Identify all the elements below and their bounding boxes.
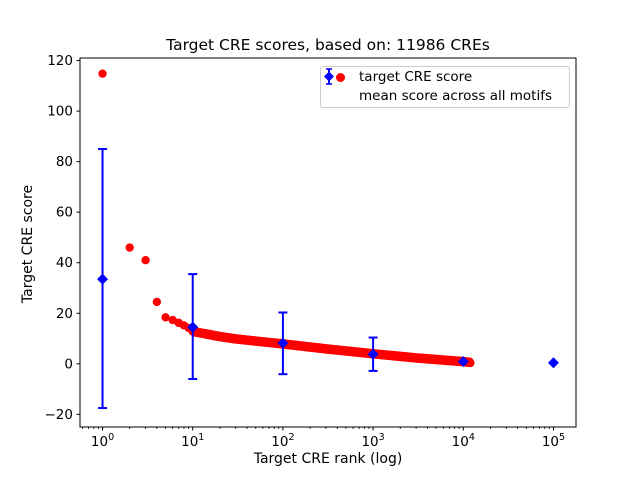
plot-area <box>80 58 576 427</box>
y-tick-label: 80 <box>56 154 73 170</box>
legend-entry-mean: mean score across all motifs <box>321 68 569 106</box>
x-tick-label: 102 <box>271 432 294 450</box>
mean-diamond-marker <box>97 273 109 285</box>
legend-red-dot-icon <box>321 73 359 82</box>
y-tick-label: 60 <box>56 205 73 221</box>
mean-diamond-marker <box>547 357 559 369</box>
mean-diamond-marker <box>277 337 289 349</box>
x-axis-label: Target CRE rank (log) <box>253 451 403 467</box>
series-mean-score <box>97 147 559 410</box>
scatter-point <box>125 243 134 252</box>
scatter-point <box>161 313 170 322</box>
y-tick-label: 40 <box>56 255 73 271</box>
legend-entry-target: target CRE score <box>321 68 569 87</box>
scatter-point <box>141 255 150 265</box>
scatter-point <box>152 297 162 307</box>
y-tick-label: 120 <box>47 53 73 69</box>
chart-title: Target CRE scores, based on: 11986 CREs <box>166 36 490 54</box>
y-tick-label: 20 <box>56 306 73 322</box>
x-tick-label: 103 <box>361 432 384 450</box>
scatter-point <box>466 358 475 368</box>
mean-diamond-marker <box>457 356 469 368</box>
x-axis: 100 101 102 103 104 105 <box>82 427 565 450</box>
y-axis-label: Target CRE score <box>20 184 36 304</box>
y-tick-label: 100 <box>47 104 73 120</box>
x-tick-label: 101 <box>181 432 204 450</box>
legend-label-mean: mean score across all motifs <box>359 88 553 104</box>
mean-diamond-marker <box>187 321 199 333</box>
legend-label-target: target CRE score <box>359 69 473 85</box>
legend: target CRE score mean score across all m… <box>320 66 570 108</box>
axes-frame <box>79 57 577 428</box>
y-tick-label: −20 <box>45 407 74 423</box>
y-axis: −20 0 20 40 60 80 100 120 <box>45 53 80 423</box>
x-tick-label: 104 <box>452 432 475 450</box>
mean-diamond-marker <box>367 348 379 360</box>
y-tick-label: 0 <box>64 356 73 372</box>
scatter-point <box>98 69 107 78</box>
x-tick-label: 105 <box>542 432 565 450</box>
x-tick-label: 100 <box>91 432 114 450</box>
